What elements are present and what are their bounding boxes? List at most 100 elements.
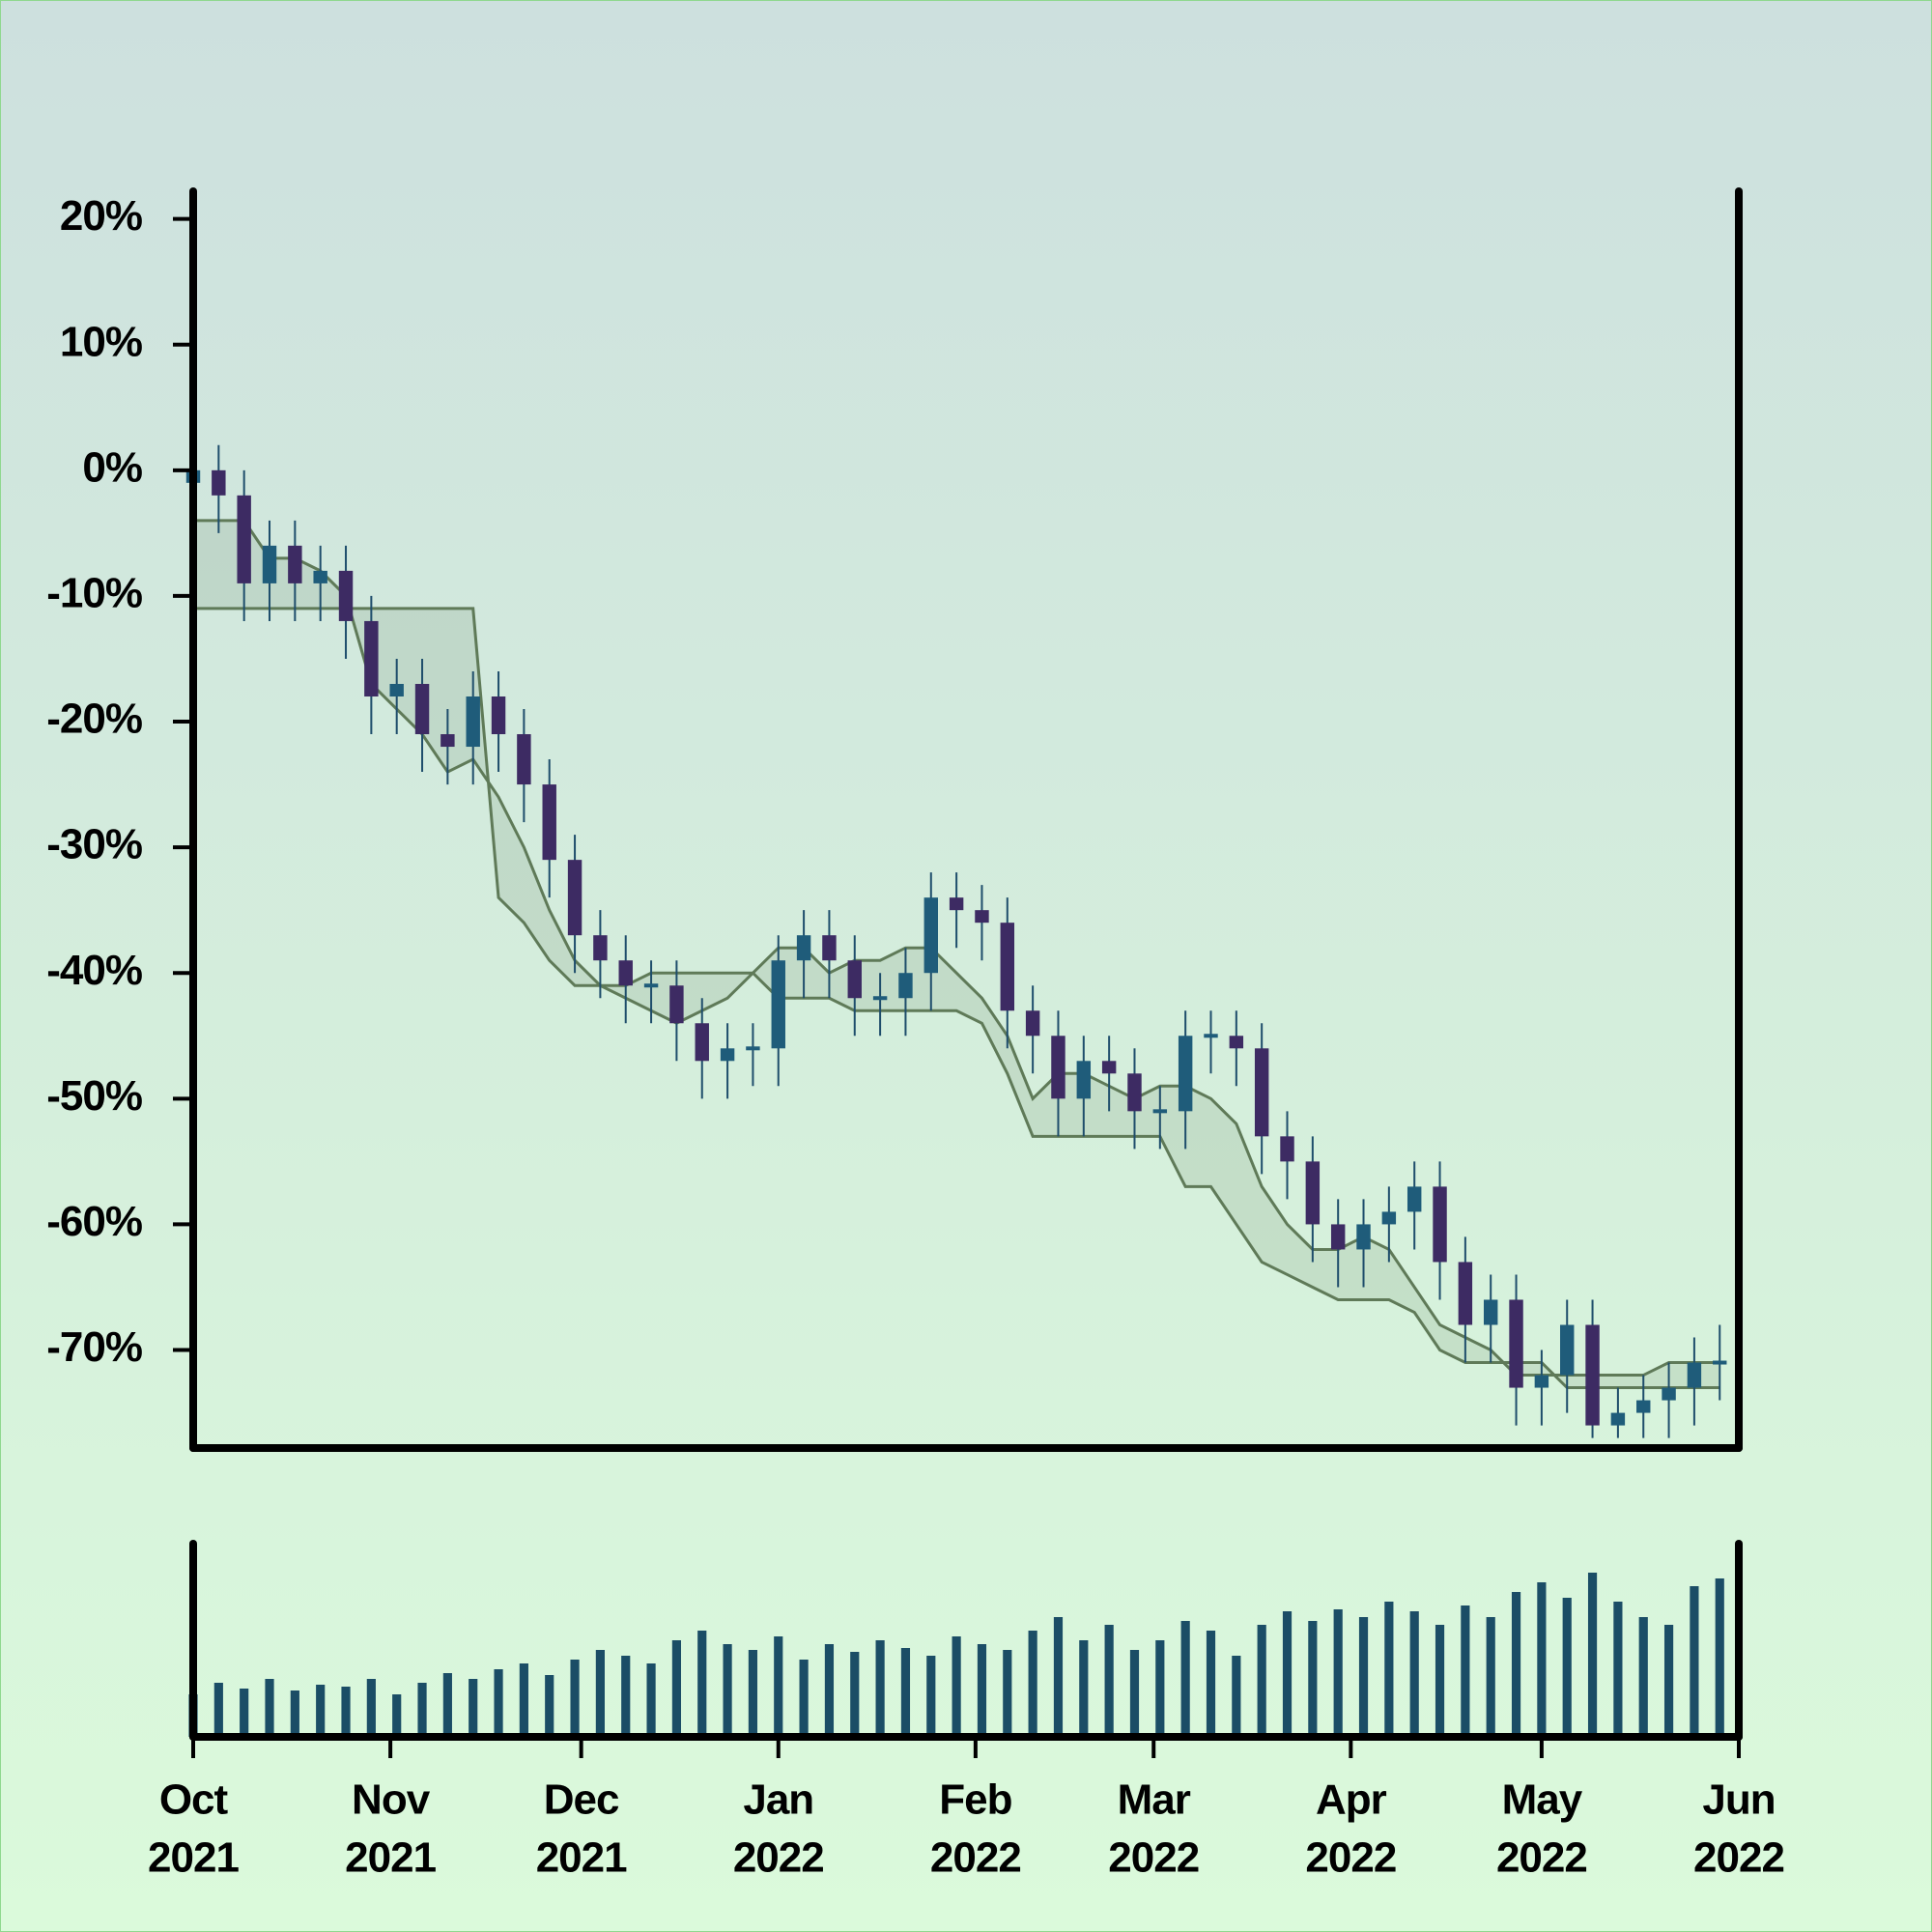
volume-bar (1537, 1582, 1547, 1737)
x-tick-label: 2022 (1496, 1834, 1587, 1882)
volume-bar (1282, 1611, 1293, 1737)
candle-body (1127, 1073, 1142, 1112)
candle-body (1280, 1136, 1294, 1162)
volume-bar (1358, 1617, 1369, 1737)
y-tick-label: 0% (82, 443, 142, 491)
volume-bar (748, 1650, 758, 1737)
candle-body (1101, 1061, 1117, 1074)
volume-bar (1715, 1578, 1724, 1737)
candle-body (1406, 1186, 1422, 1212)
volume-bar (494, 1669, 503, 1737)
y-tick-label: -40% (46, 947, 142, 994)
volume-bar (850, 1652, 860, 1737)
candle-body (1330, 1224, 1346, 1250)
candle-body (338, 570, 354, 621)
candle-body (1051, 1036, 1065, 1099)
x-tick-label: 2022 (930, 1834, 1021, 1882)
candle-body (1713, 1360, 1727, 1365)
volume-bar (977, 1644, 987, 1737)
x-tick-label: 2021 (345, 1834, 436, 1882)
y-tick-label: 10% (60, 318, 142, 365)
y-tick-label: 20% (60, 192, 142, 240)
volume-bar (1384, 1602, 1394, 1737)
candle-body (1509, 1299, 1523, 1388)
candle-body (517, 734, 531, 785)
candle-body (1025, 1010, 1040, 1037)
volume-bar (1562, 1598, 1572, 1737)
volume-bar (621, 1656, 631, 1737)
x-tick-label: Jun (1702, 1776, 1775, 1824)
volume-bar (952, 1636, 961, 1737)
volume-bar (442, 1673, 452, 1737)
x-tick-label: 2022 (733, 1834, 824, 1882)
volume-bar (392, 1694, 402, 1737)
candle-body (695, 1023, 709, 1062)
volume-bar (824, 1644, 835, 1737)
x-tick-label: Apr (1316, 1776, 1387, 1824)
candle-body (389, 683, 404, 697)
candle-body (975, 910, 989, 923)
candle-body (1305, 1161, 1321, 1225)
candle-body (1433, 1186, 1447, 1263)
candle-body (237, 495, 251, 583)
candle-body (567, 860, 582, 936)
volume-bar (1308, 1621, 1318, 1737)
candle-body (542, 784, 556, 861)
candle-body (593, 935, 608, 961)
candle-body (1636, 1400, 1651, 1413)
x-tick-label: Mar (1118, 1776, 1191, 1824)
candle-body (466, 696, 480, 748)
volume-bar (646, 1663, 656, 1737)
volume-bar (341, 1687, 351, 1737)
x-tick-label: Feb (939, 1776, 1011, 1824)
volume-bar (926, 1656, 936, 1737)
volume-bar (1613, 1602, 1623, 1737)
volume-bar (595, 1650, 605, 1737)
x-tick-label: 2021 (536, 1834, 627, 1882)
candle-body (1483, 1299, 1498, 1325)
volume-bar (1486, 1617, 1495, 1737)
volume-bar (1638, 1617, 1648, 1737)
volume-bar (366, 1679, 376, 1737)
candle-body (313, 570, 327, 583)
volume-bar (799, 1660, 809, 1737)
x-tick-label: Jan (743, 1776, 813, 1824)
plot-area (185, 444, 1727, 1737)
volume-bar (1232, 1656, 1241, 1737)
volume-bar (240, 1689, 249, 1737)
volume-bar (1257, 1625, 1266, 1737)
candle-body (720, 1048, 735, 1062)
x-tick-label: Oct (159, 1776, 229, 1824)
candle-body (1178, 1036, 1193, 1112)
x-tick-label: Dec (544, 1776, 619, 1824)
volume-bar (1129, 1650, 1140, 1737)
volume-bar (1028, 1631, 1037, 1737)
candle-body (1204, 1034, 1218, 1038)
candle-body (1687, 1362, 1702, 1388)
candle-body (414, 683, 430, 735)
volume-bar (1053, 1617, 1064, 1737)
x-tick-label: 2022 (1693, 1834, 1784, 1882)
candle-body (1000, 923, 1015, 1011)
candle-body (262, 545, 277, 583)
y-tick-label: -50% (46, 1072, 142, 1120)
candle-body (898, 973, 913, 999)
volume-bar (1663, 1625, 1674, 1737)
volume-bar (1511, 1592, 1521, 1737)
candle-body (796, 935, 811, 961)
candle-body (1585, 1324, 1600, 1426)
volume-bar (545, 1675, 554, 1737)
candle-body (440, 734, 455, 748)
y-tick-label: -10% (46, 570, 142, 617)
y-tick-label: -70% (46, 1323, 142, 1371)
volume-bar (1155, 1640, 1165, 1737)
volume-bar (1180, 1621, 1190, 1737)
volume-bar (1104, 1625, 1114, 1737)
candle-body (288, 545, 302, 583)
candle-body (1381, 1211, 1397, 1225)
x-tick-label: 2022 (1305, 1834, 1396, 1882)
candle-body (618, 960, 633, 986)
x-tick-label: 2021 (148, 1834, 239, 1882)
